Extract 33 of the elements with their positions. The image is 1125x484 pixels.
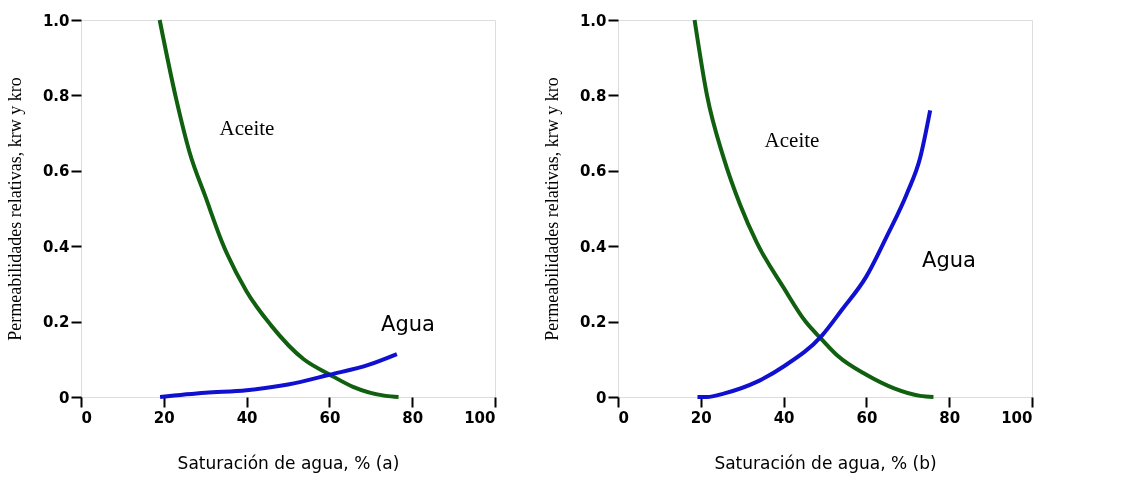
y-tick-label: 1.0 — [579, 11, 607, 30]
x-tick-label: 40 — [236, 408, 258, 427]
y-tick-label: 0.2 — [42, 313, 70, 332]
y-axis-title: Permeabilidades relativas, krw y kro — [4, 77, 25, 341]
y-tick-label: 0.8 — [42, 86, 70, 105]
y-tick-label: 0.4 — [42, 237, 70, 256]
series-label: Agua — [381, 312, 435, 336]
y-tick-label: 1.0 — [42, 11, 70, 30]
y-tick-label: 0.6 — [42, 162, 70, 181]
x-tick-label: 0 — [81, 408, 92, 427]
y-tick-label: 0 — [59, 388, 70, 407]
x-tick-label: 60 — [856, 408, 878, 427]
y-axis-title: Permeabilidades relativas, krw y kro — [541, 77, 562, 341]
x-tick-label: 20 — [690, 408, 712, 427]
x-tick-label: 40 — [773, 408, 795, 427]
x-tick-label: 100 — [1001, 408, 1033, 427]
y-tick-label: 0.4 — [579, 237, 607, 256]
x-axis-title: Saturación de agua, % (a) — [177, 452, 400, 473]
y-tick-label: 0.8 — [579, 86, 607, 105]
x-tick-label: 80 — [402, 408, 424, 427]
x-tick-label: 80 — [939, 408, 961, 427]
x-tick-label: 0 — [618, 408, 629, 427]
x-tick-label: 60 — [319, 408, 341, 427]
line-series — [158, 352, 399, 399]
series-label: Aceite — [219, 116, 275, 140]
x-tick-label: 20 — [153, 408, 175, 427]
series-label: Agua — [922, 248, 976, 272]
x-tick-label: 100 — [464, 408, 496, 427]
y-tick-label: 0.6 — [579, 162, 607, 181]
y-tick-label: 0.2 — [579, 313, 607, 332]
series-label: Aceite — [764, 128, 820, 152]
x-axis-title: Saturación de agua, % (b) — [714, 452, 937, 473]
y-tick-label: 0 — [596, 388, 607, 407]
